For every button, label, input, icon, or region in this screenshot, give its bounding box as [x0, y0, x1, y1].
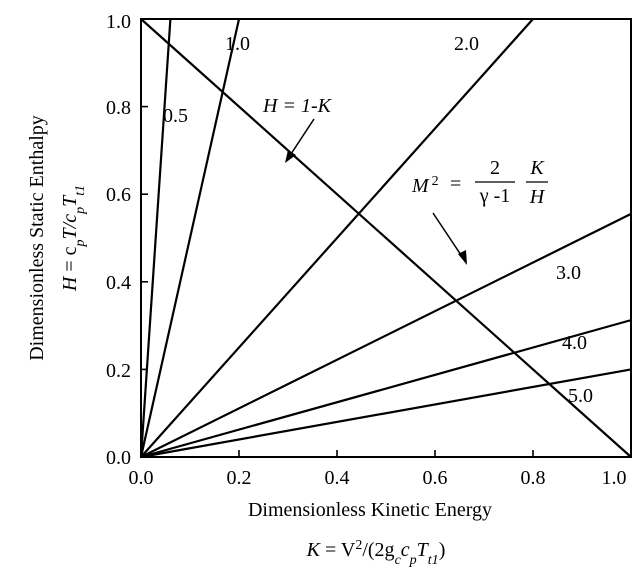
x-tick-label: 0.6 [423, 467, 448, 489]
series-labels: 0.5 1.0 2.0 3.0 4.0 5.0 [163, 33, 593, 407]
y-tick-label: 0.4 [106, 272, 131, 294]
x-tick-label: 0.2 [227, 467, 252, 489]
x-axis-formula: K = V2/(2gccpTt1) [306, 538, 446, 568]
series-line-4-0 [140, 319, 632, 459]
y-axis-formula: H = cpT/cpTt1 [59, 185, 88, 292]
mach-formula-ratio-num: K [529, 157, 545, 179]
energy-line-label: H = 1-K [262, 95, 333, 117]
series-label-2-0: 2.0 [454, 33, 479, 55]
series-lines [139, 18, 632, 459]
y-tick-label: 0.2 [106, 360, 131, 382]
x-tick-label: 0.8 [521, 467, 546, 489]
series-line-0-5 [139, 18, 172, 458]
x-axis-title: Dimensionless Kinetic Energy [248, 499, 492, 521]
x-tick-marks [140, 450, 632, 457]
y-tick-label: 0.0 [106, 447, 131, 469]
series-line-3-0 [140, 212, 632, 458]
series-label-5-0: 5.0 [568, 385, 593, 407]
x-tick-label: 0.0 [129, 467, 154, 489]
plot-area [139, 18, 632, 459]
series-label-0-5: 0.5 [163, 105, 188, 127]
mach-formula-ratio-den: H [529, 186, 546, 208]
series-label-1-0: 1.0 [225, 33, 250, 55]
x-tick-label: 0.4 [325, 467, 350, 489]
mach-formula-den: γ -1 [479, 185, 511, 207]
y-tick-label: 0.6 [106, 184, 131, 206]
energy-line [140, 18, 632, 458]
series-line-5-0 [140, 368, 632, 459]
x-tick-label: 1.0 [602, 467, 627, 489]
mach-formula-eq: = [450, 173, 461, 195]
y-tick-labels: 0.0 0.2 0.4 0.6 0.8 1.0 [106, 11, 131, 469]
y-axis-title: Dimensionless Static Enthalpy [26, 115, 48, 361]
mach-formula-arrow [432, 212, 467, 265]
x-tick-labels: 0.0 0.2 0.4 0.6 0.8 1.0 [129, 467, 627, 489]
series-label-4-0: 4.0 [562, 332, 587, 354]
plot-frame [140, 18, 632, 458]
series-label-3-0: 3.0 [556, 262, 581, 284]
mach-formula-num: 2 [490, 157, 500, 179]
y-tick-label: 1.0 [106, 11, 131, 33]
energy-line-arrow [285, 118, 315, 163]
series-line-2-0 [140, 18, 534, 458]
y-tick-label: 0.8 [106, 97, 131, 119]
